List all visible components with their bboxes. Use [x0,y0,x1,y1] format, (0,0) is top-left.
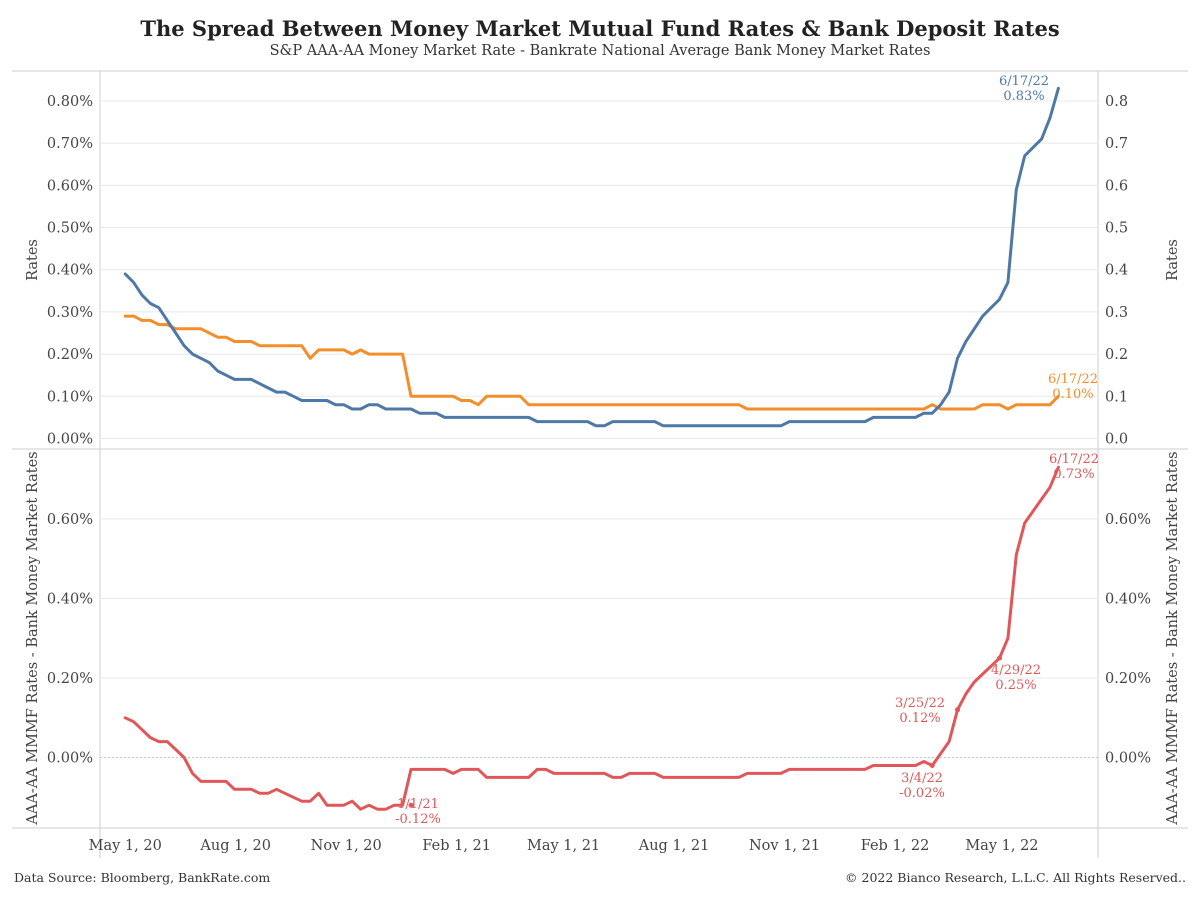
top-left-y-tick: 0.80% [47,94,93,110]
top-right-y-tick: 0.5 [1105,221,1128,237]
mmmf-end-annotation-date: 6/17/22 [999,74,1049,89]
annotation-marker [929,762,935,768]
spread-mar25-annotation-value: 0.12% [899,711,940,726]
x-tick-label: Nov 1, 21 [749,838,820,854]
bank-end-annotation-date: 6/17/22 [1048,372,1098,387]
annotation-marker [997,655,1003,661]
top-right-y-tick: 0.1 [1105,389,1128,405]
x-tick-label: Feb 1, 21 [422,838,491,854]
top-left-axis-title: Rates [25,239,41,281]
annotation-marker [408,802,414,808]
chart-frame [12,70,1188,858]
top-left-y-tick: 0.70% [47,136,93,152]
spread-jan1-annotation-value: -0.12% [395,812,441,827]
spread-apr29-annotation-value: 0.25% [995,678,1036,693]
top-left-y-tick: 0.00% [47,432,93,448]
bottom-right-y-tick: 0.00% [1105,751,1151,767]
bottom-panel-gridlines [100,518,1098,758]
top-left-y-tick: 0.50% [47,221,93,237]
bottom-panel-series [123,465,1060,811]
top-right-y-tick: 0.0 [1105,432,1128,448]
annotations: 6/17/220.83%6/17/220.10%6/17/220.73%4/29… [395,74,1099,827]
top-left-y-tick: 0.20% [47,347,93,363]
top-right-y-tick: 0.8 [1105,94,1128,110]
bank-money-market-rate-line [123,314,1060,411]
copyright-note: © 2022 Bianco Research, L.L.C. All Right… [845,870,1186,885]
bottom-left-y-tick: 0.40% [47,592,93,608]
top-left-y-tick: 0.30% [47,305,93,321]
spread-apr29-annotation-date: 4/29/22 [991,663,1041,678]
top-left-y-tick: 0.40% [47,263,93,279]
chart-title: The Spread Between Money Market Mutual F… [140,16,1060,41]
x-tick-label: May 1, 20 [89,838,162,854]
spread-mar25-annotation-date: 3/25/22 [895,696,945,711]
top-right-y-tick: 0.4 [1105,263,1128,279]
spread-end-annotation-date: 6/17/22 [1049,452,1099,467]
x-tick-label: May 1, 21 [527,838,600,854]
annotation-marker [954,707,960,713]
bank-end-annotation-value: 0.10% [1052,387,1093,402]
spread-mar4-annotation-date: 3/4/22 [901,771,943,786]
spread-jan1-annotation-date: 1/1/21 [397,797,439,812]
mmmf-rate-line [123,86,1060,428]
spread-line [123,465,1060,811]
mmmf-end-annotation-value: 0.83% [1003,89,1044,104]
top-left-y-tick: 0.60% [47,178,93,194]
top-panel-gridlines [100,100,1098,439]
x-tick-label: Aug 1, 21 [638,838,710,854]
top-right-y-tick: 0.7 [1105,136,1128,152]
x-tick-label: May 1, 22 [965,838,1038,854]
bottom-right-y-tick: 0.20% [1105,671,1151,687]
chart-subtitle: S&P AAA-AA Money Market Rate - Bankrate … [269,43,931,59]
top-right-y-tick: 0.6 [1105,178,1128,194]
bottom-right-y-tick: 0.40% [1105,592,1151,608]
axis-labels: 0.00% 0.10% 0.20% 0.30% 0.40% 0.50% 0.60% 0.70%… [25,94,1181,854]
spread-mar4-annotation-value: -0.02% [899,786,945,801]
bottom-left-y-tick: 0.00% [47,751,93,767]
x-tick-label: Aug 1, 20 [199,838,271,854]
data-source-note: Data Source: Bloomberg, BankRate.com [14,870,271,885]
spread-end-annotation-value: 0.73% [1053,467,1094,482]
x-tick-label: Feb 1, 22 [861,838,930,854]
top-right-axis-title: Rates [1165,239,1181,281]
x-tick-label: Nov 1, 20 [311,838,382,854]
bottom-left-y-tick: 0.20% [47,671,93,687]
bottom-left-y-tick: 0.60% [47,512,93,528]
bottom-right-y-tick: 0.60% [1105,512,1151,528]
top-right-y-tick: 0.3 [1105,305,1128,321]
bottom-left-axis-title: AAA-AA MMMF Rates - Bank Money Market Ra… [25,451,41,825]
bottom-right-axis-title: AAA-AA MMMF Rates - Bank Money Market Ra… [1165,451,1181,825]
top-panel-series [123,86,1060,428]
top-left-y-tick: 0.10% [47,389,93,405]
top-right-y-tick: 0.2 [1105,347,1128,363]
